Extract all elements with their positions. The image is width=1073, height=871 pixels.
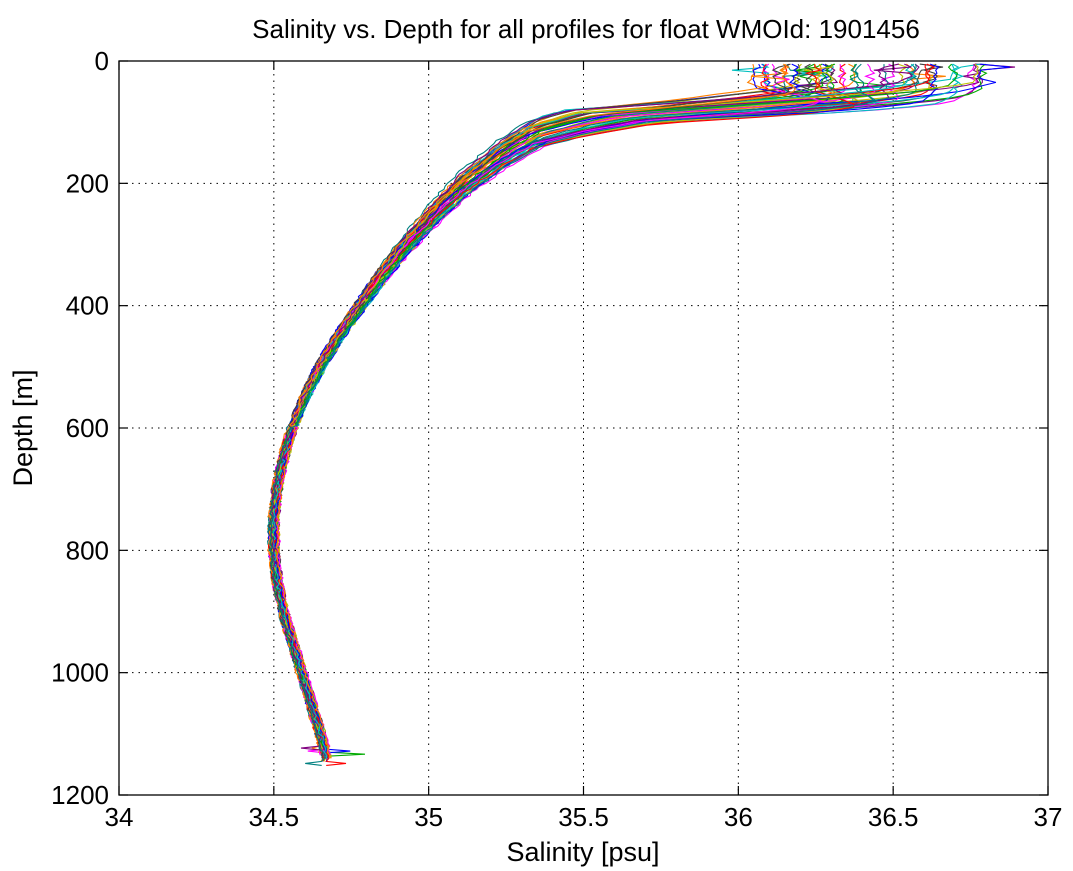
x-tick-label: 35	[414, 802, 443, 832]
y-tick-label: 800	[66, 535, 109, 565]
profile-line	[270, 63, 913, 751]
x-tick-label: 36.5	[868, 802, 919, 832]
grid-lines	[119, 61, 1048, 795]
profile-line	[276, 63, 823, 756]
y-tick-label: 400	[66, 291, 109, 321]
profile-lines	[266, 63, 1016, 766]
y-tick-label: 0	[95, 46, 109, 76]
x-axis-title: Salinity [psu]	[506, 837, 659, 867]
profile-line	[268, 63, 878, 762]
x-tick-label: 35.5	[558, 802, 609, 832]
chart-title: Salinity vs. Depth for all profiles for …	[252, 14, 920, 44]
y-tick-label: 1000	[51, 658, 109, 688]
y-tick-label: 200	[66, 168, 109, 198]
y-tick-label: 600	[66, 413, 109, 443]
x-tick-label: 37	[1034, 802, 1063, 832]
y-tick-labels: 0 200 400 600 800 1000 1200	[51, 46, 109, 810]
y-tick-label: 1200	[51, 780, 109, 810]
tick-marks	[118, 60, 1049, 796]
x-tick-labels: 34 34.5 35 35.5 36 36.5 37	[105, 802, 1063, 832]
x-tick-label: 34	[105, 802, 134, 832]
x-tick-label: 36	[724, 802, 753, 832]
profile-line	[275, 63, 797, 759]
y-axis-title: Depth [m]	[8, 369, 38, 486]
x-tick-label: 34.5	[249, 802, 300, 832]
